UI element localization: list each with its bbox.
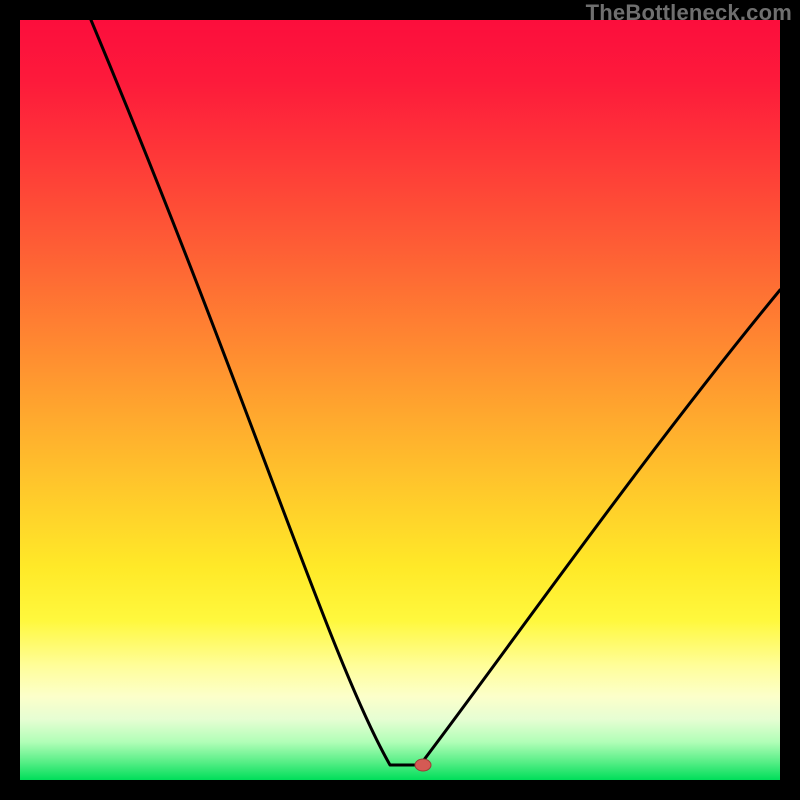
chart-frame: { "watermark": { "text": "TheBottleneck.… — [0, 0, 800, 800]
bottleneck-chart — [20, 20, 780, 780]
minimum-marker — [415, 759, 431, 771]
gradient-background — [20, 20, 780, 780]
plot-area — [20, 20, 780, 780]
